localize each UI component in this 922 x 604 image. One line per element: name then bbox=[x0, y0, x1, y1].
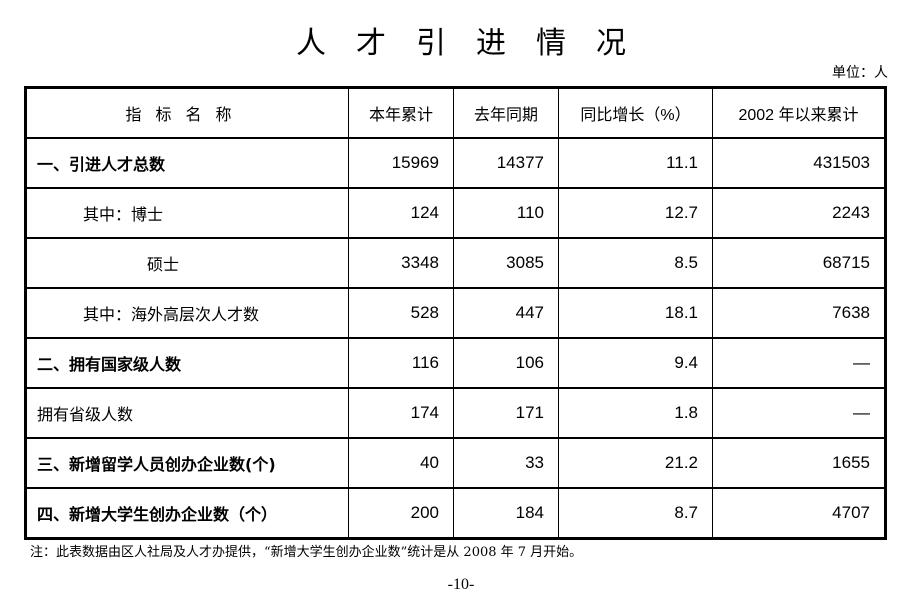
cell: 8.7 bbox=[558, 487, 713, 539]
cell: 1655 bbox=[712, 437, 886, 489]
header-cell: 2002 年以来累计 bbox=[712, 87, 886, 139]
header-cell: 去年同期 bbox=[453, 87, 559, 139]
cell: 18.1 bbox=[558, 287, 713, 339]
cell: 106 bbox=[453, 337, 559, 389]
table-row: 硕士 3348 3085 8.5 68715 bbox=[25, 237, 886, 289]
table-row: 其中：海外高层次人才数 528 447 18.1 7638 bbox=[25, 287, 886, 339]
cell: 124 bbox=[348, 187, 454, 239]
cell: 68715 bbox=[712, 237, 886, 289]
cell: 116 bbox=[348, 337, 454, 389]
cell: 11.1 bbox=[558, 137, 713, 189]
page-number: -10- bbox=[447, 576, 475, 593]
header-cell: 同比增长（%） bbox=[558, 87, 713, 139]
page-title: 人才引进情况 bbox=[296, 26, 656, 61]
table-row: 二、拥有国家级人数 116 106 9.4 — bbox=[25, 337, 886, 389]
cell: 174 bbox=[348, 387, 454, 439]
cell: 200 bbox=[348, 487, 454, 539]
cell: 12.7 bbox=[558, 187, 713, 239]
cell: 21.2 bbox=[558, 437, 713, 489]
cell: 4707 bbox=[712, 487, 886, 539]
cell: 14377 bbox=[453, 137, 559, 189]
cell: 33 bbox=[453, 437, 559, 489]
cell: 3085 bbox=[453, 237, 559, 289]
cell: — bbox=[712, 387, 886, 439]
cell: 3348 bbox=[348, 237, 454, 289]
cell: 528 bbox=[348, 287, 454, 339]
row-label: 四、新增大学生创办企业数（个） bbox=[25, 487, 349, 539]
talent-table: 指标名称 本年累计 去年同期 同比增长（%） 2002 年以来累计 一、引进人才… bbox=[24, 86, 887, 540]
row-label: 拥有省级人数 bbox=[25, 387, 349, 439]
header-cell: 本年累计 bbox=[348, 87, 454, 139]
cell: 1.8 bbox=[558, 387, 713, 439]
row-label: 三、新增留学人员创办企业数(个) bbox=[25, 437, 349, 489]
row-label: 其中：海外高层次人才数 bbox=[25, 287, 349, 339]
header-cell: 指标名称 bbox=[25, 87, 349, 139]
cell: 40 bbox=[348, 437, 454, 489]
cell: 447 bbox=[453, 287, 559, 339]
table-row: 三、新增留学人员创办企业数(个) 40 33 21.2 1655 bbox=[25, 437, 886, 489]
row-label: 硕士 bbox=[25, 237, 349, 289]
unit-label: 单位：人 bbox=[832, 65, 888, 81]
cell: 9.4 bbox=[558, 337, 713, 389]
cell: 15969 bbox=[348, 137, 454, 189]
table-row: 四、新增大学生创办企业数（个） 200 184 8.7 4707 bbox=[25, 487, 886, 539]
cell: 8.5 bbox=[558, 237, 713, 289]
cell: 184 bbox=[453, 487, 559, 539]
table-row: 其中：博士 124 110 12.7 2243 bbox=[25, 187, 886, 239]
row-label: 一、引进人才总数 bbox=[25, 137, 349, 189]
table-row: 一、引进人才总数 15969 14377 11.1 431503 bbox=[25, 137, 886, 189]
row-label: 二、拥有国家级人数 bbox=[25, 337, 349, 389]
cell: 2243 bbox=[712, 187, 886, 239]
table-row: 拥有省级人数 174 171 1.8 — bbox=[25, 387, 886, 439]
cell: — bbox=[712, 337, 886, 389]
cell: 110 bbox=[453, 187, 559, 239]
footnote: 注：此表数据由区人社局及人才办提供，“新增大学生创办企业数”统计是从 2008 … bbox=[30, 545, 583, 560]
cell: 431503 bbox=[712, 137, 886, 189]
cell: 7638 bbox=[712, 287, 886, 339]
table-header-row: 指标名称 本年累计 去年同期 同比增长（%） 2002 年以来累计 bbox=[25, 87, 886, 139]
cell: 171 bbox=[453, 387, 559, 439]
row-label: 其中：博士 bbox=[25, 187, 349, 239]
